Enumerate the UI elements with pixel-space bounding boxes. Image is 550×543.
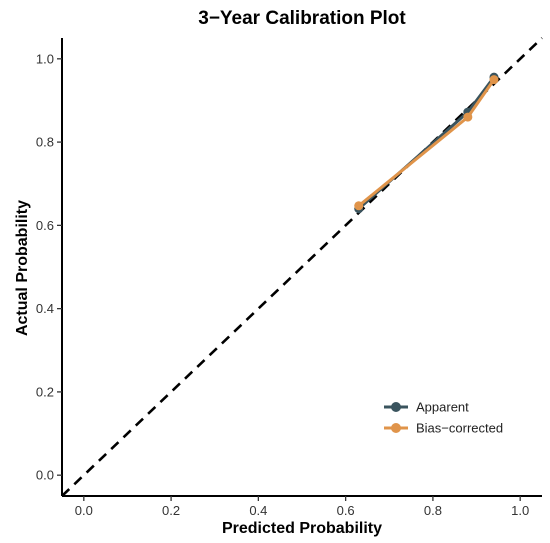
series-line-bias-corrected: [357, 78, 496, 207]
y-tick-label: 0.2: [36, 384, 54, 399]
y-tick-label: 0.6: [36, 218, 54, 233]
chart-legend: Apparent Bias−corrected: [384, 400, 503, 436]
y-tick-label: 0.8: [36, 135, 54, 150]
chart-title: 3−Year Calibration Plot: [198, 8, 406, 29]
data-point-bias-corrected: [489, 75, 499, 85]
x-tick-label: 0.6: [337, 503, 355, 518]
x-tick-label: 0.4: [249, 503, 267, 518]
reference-diagonal-line: [61, 37, 543, 497]
plot-area: [61, 37, 543, 497]
data-point-bias-corrected: [354, 201, 364, 211]
x-axis-ticks: 0.0 0.2 0.4 0.6 0.8 1.0: [75, 496, 529, 518]
y-tick-label: 0.4: [36, 301, 54, 316]
legend-label-apparent: Apparent: [416, 400, 469, 415]
y-tick-label: 1.0: [36, 51, 54, 66]
x-axis-title: Predicted Probability: [222, 520, 382, 537]
legend-key-marker-apparent: [391, 402, 401, 412]
legend-label-bias-corrected: Bias−corrected: [416, 421, 503, 436]
x-tick-label: 1.0: [511, 503, 529, 518]
x-tick-label: 0.8: [424, 503, 442, 518]
y-axis-ticks: 0.0 0.2 0.4 0.6 0.8 1.0: [36, 51, 62, 483]
y-tick-label: 0.0: [36, 468, 54, 483]
x-tick-label: 0.0: [75, 503, 93, 518]
x-tick-label: 0.2: [162, 503, 180, 518]
y-axis-title: Actual Probability: [14, 200, 31, 336]
data-point-bias-corrected: [463, 112, 473, 122]
legend-key-marker-bias-corrected: [391, 423, 401, 433]
